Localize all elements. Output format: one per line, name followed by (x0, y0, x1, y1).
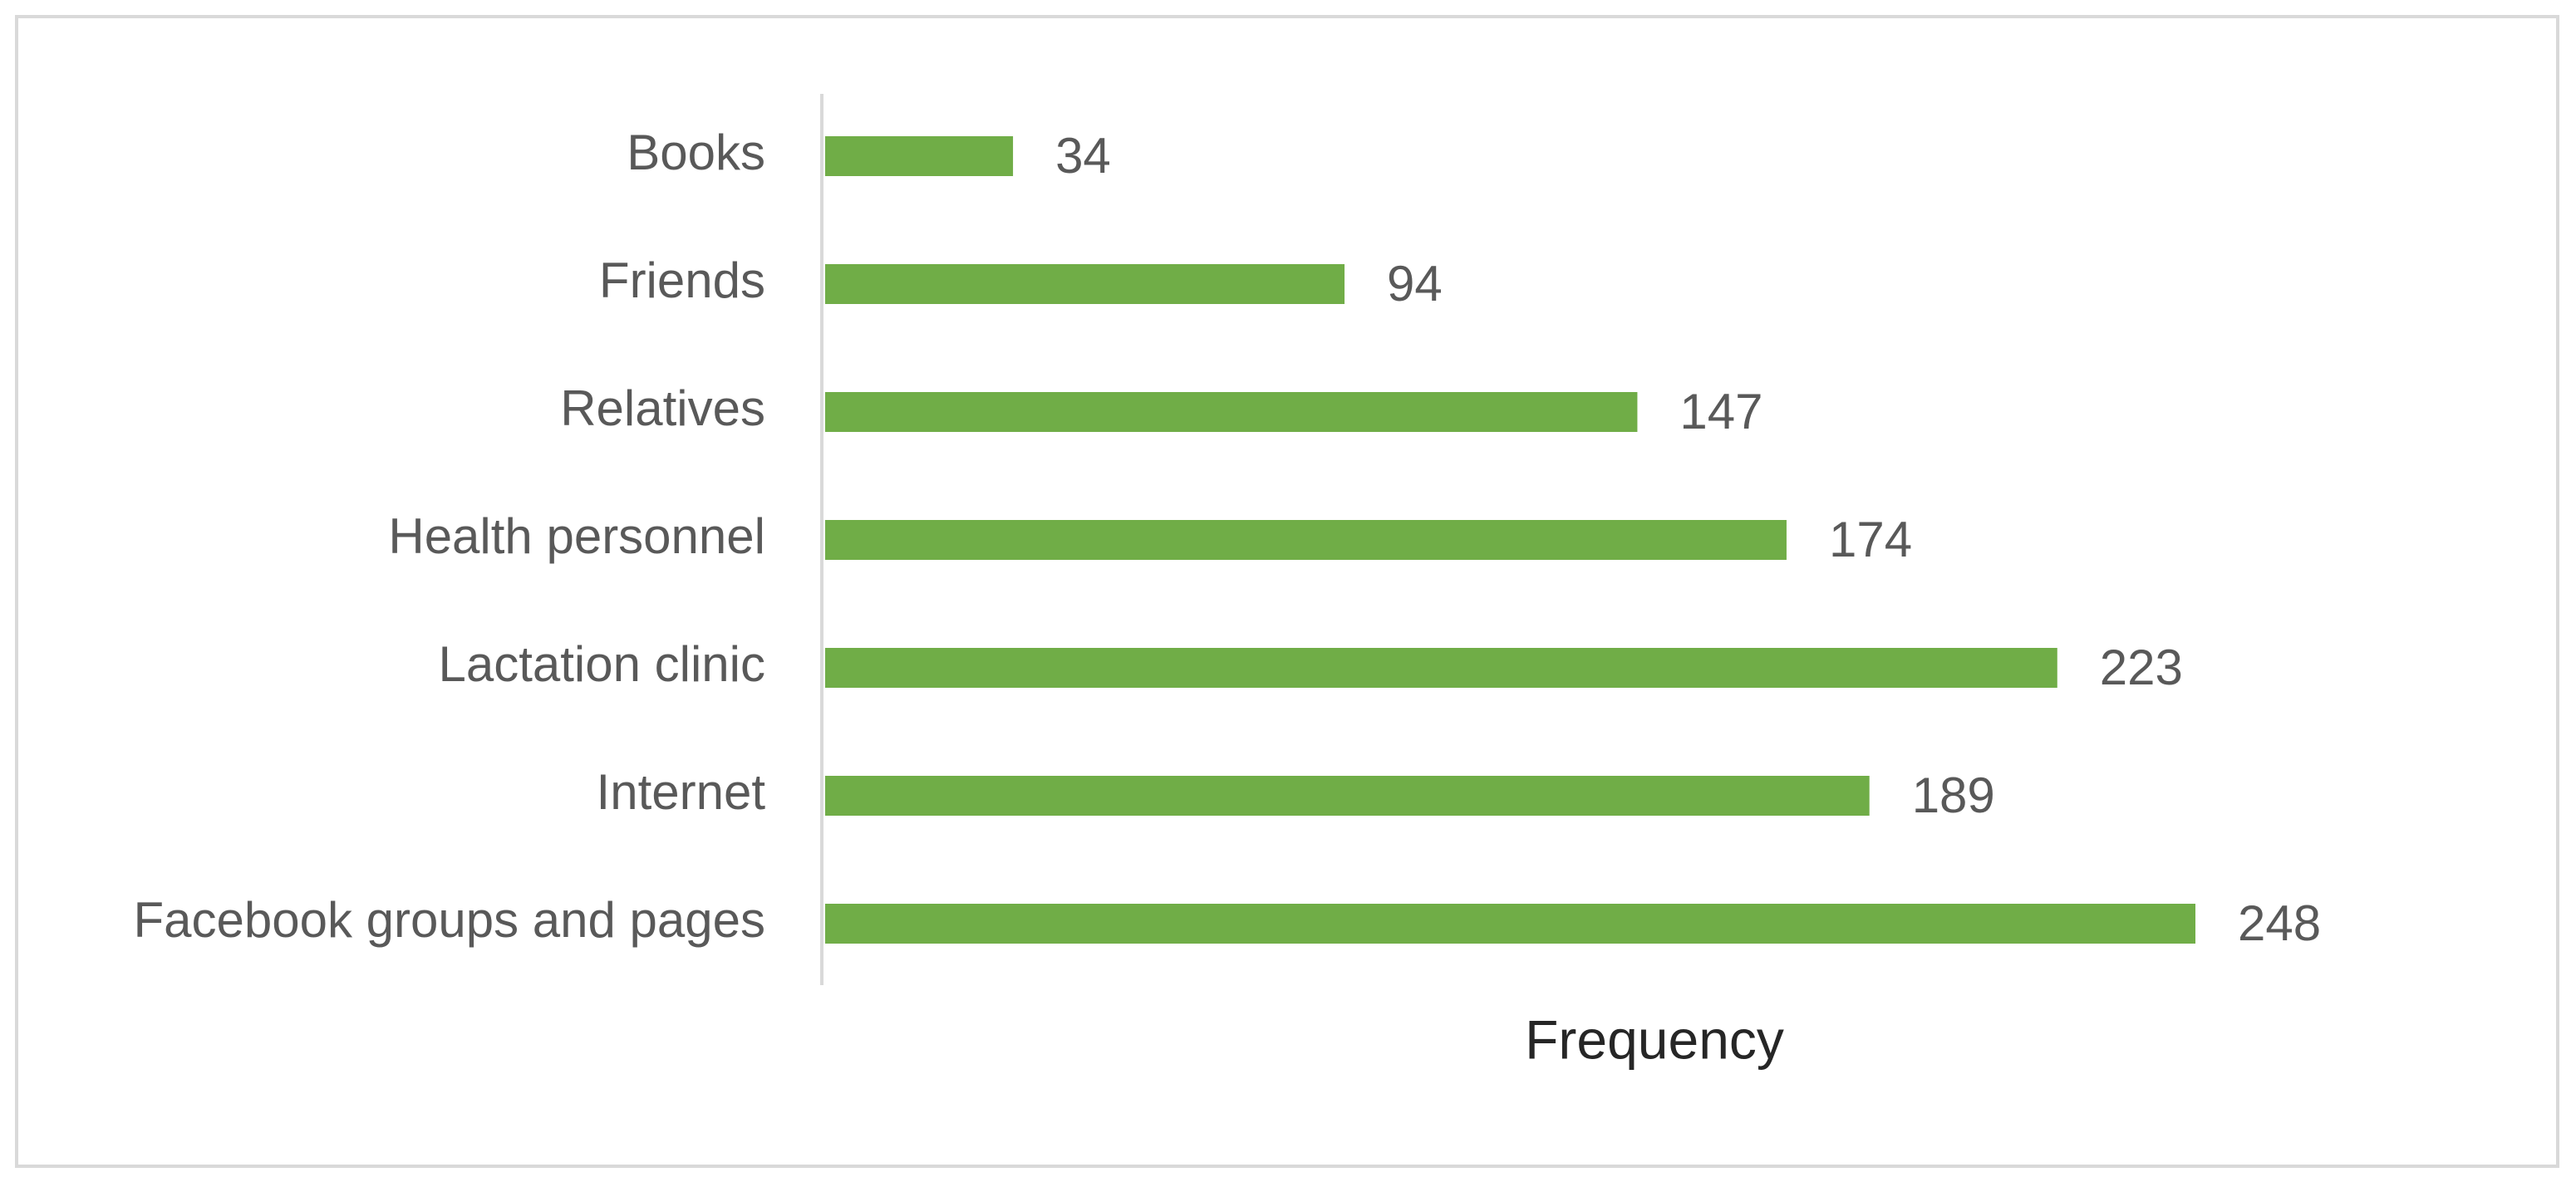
bar (825, 392, 1638, 432)
y-tick-label: Books (627, 125, 765, 180)
bar (825, 264, 1345, 304)
bar (825, 648, 2057, 688)
y-tick-label: Relatives (560, 380, 765, 436)
y-tick-label: Health personnel (388, 508, 765, 564)
value-label: 223 (2100, 640, 2183, 695)
value-label: 34 (1055, 128, 1111, 184)
bar (825, 904, 2195, 944)
x-axis-title: Frequency (1525, 1008, 1784, 1070)
y-tick-label: Lactation clinic (438, 636, 765, 692)
value-label: 94 (1387, 256, 1443, 311)
value-label: 174 (1829, 512, 1912, 567)
value-label: 189 (1912, 768, 1995, 823)
y-tick-label: Facebook groups and pages (133, 892, 765, 948)
bar (825, 136, 1014, 176)
bar (825, 776, 1870, 816)
y-tick-label: Friends (599, 253, 765, 308)
chart-border (15, 15, 2559, 1168)
value-label: 147 (1679, 384, 1762, 439)
value-label: 248 (2238, 895, 2321, 951)
bar (825, 520, 1787, 560)
y-tick-label: Internet (597, 764, 766, 820)
